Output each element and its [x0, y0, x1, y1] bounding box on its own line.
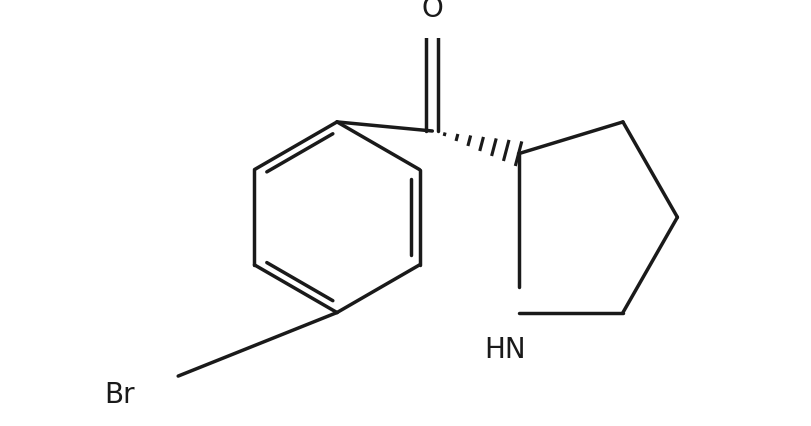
Text: HN: HN: [483, 335, 525, 363]
Text: Br: Br: [104, 380, 135, 408]
Text: O: O: [421, 0, 443, 23]
